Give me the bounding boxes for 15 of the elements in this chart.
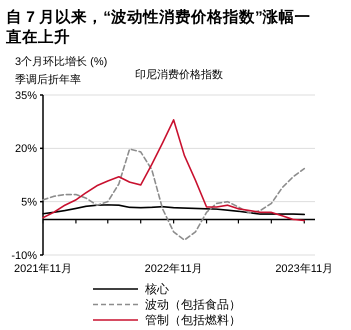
chart-subtitle: 印尼消费价格指数 — [135, 68, 223, 81]
y-tick-label: 20% — [14, 143, 38, 156]
x-tick-label: 2023年11月 — [275, 263, 334, 275]
legend-label: 管制（包括燃料） — [145, 313, 241, 328]
line-series — [42, 148, 306, 241]
y-tick-label: 35% — [14, 90, 38, 102]
x-tick-label: 2022年11月 — [144, 263, 203, 275]
x-tick-label: 2021年11月 — [14, 263, 72, 275]
legend-label: 波动（包括食品） — [145, 298, 241, 312]
y-tick-label: 5% — [21, 196, 38, 209]
y-axis-title: 3个月环比增长 (%) 季调后折年率 — [15, 55, 108, 86]
chart-title: 自 7 月以来，“波动性消费价格指数”涨幅一直在上升 — [5, 8, 311, 46]
legend-label: 核心 — [144, 282, 169, 296]
line-series — [42, 119, 306, 222]
y-tick-label: -10% — [11, 250, 38, 262]
